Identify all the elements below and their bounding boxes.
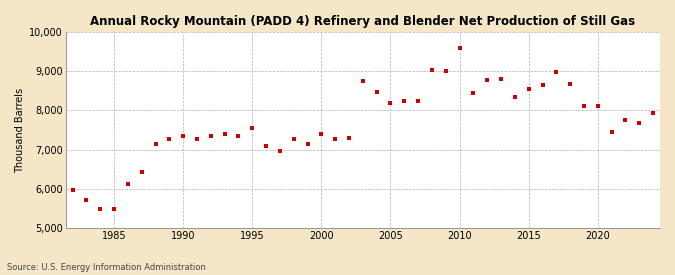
Point [288, 136, 299, 141]
Point [454, 46, 465, 51]
Point [275, 149, 286, 153]
Point [261, 144, 271, 148]
Point [247, 126, 258, 130]
Point [330, 136, 341, 141]
Point [358, 79, 369, 83]
Y-axis label: Thousand Barrels: Thousand Barrels [15, 87, 25, 172]
Point [205, 134, 216, 138]
Title: Annual Rocky Mountain (PADD 4) Refinery and Blender Net Production of Still Gas: Annual Rocky Mountain (PADD 4) Refinery … [90, 15, 635, 28]
Point [95, 207, 106, 211]
Point [565, 81, 576, 86]
Point [344, 136, 354, 140]
Point [578, 104, 589, 109]
Point [495, 77, 506, 81]
Point [219, 132, 230, 136]
Point [399, 98, 410, 103]
Point [109, 207, 119, 211]
Point [81, 197, 92, 202]
Point [136, 169, 147, 174]
Point [316, 132, 327, 136]
Point [427, 68, 437, 73]
Point [606, 130, 617, 134]
Point [385, 100, 396, 105]
Point [620, 118, 631, 122]
Point [178, 134, 188, 138]
Point [510, 94, 520, 99]
Point [551, 70, 562, 74]
Point [68, 188, 78, 192]
Point [634, 121, 645, 125]
Point [593, 104, 603, 109]
Point [371, 90, 382, 94]
Point [150, 141, 161, 146]
Point [164, 136, 175, 141]
Point [482, 78, 493, 82]
Point [468, 91, 479, 96]
Point [523, 87, 534, 91]
Text: Source: U.S. Energy Information Administration: Source: U.S. Energy Information Administ… [7, 263, 206, 272]
Point [302, 141, 313, 146]
Point [440, 69, 451, 73]
Point [412, 98, 423, 103]
Point [648, 111, 659, 116]
Point [537, 83, 548, 87]
Point [53, 179, 64, 183]
Point [233, 134, 244, 138]
Point [122, 182, 133, 186]
Point [192, 136, 202, 141]
